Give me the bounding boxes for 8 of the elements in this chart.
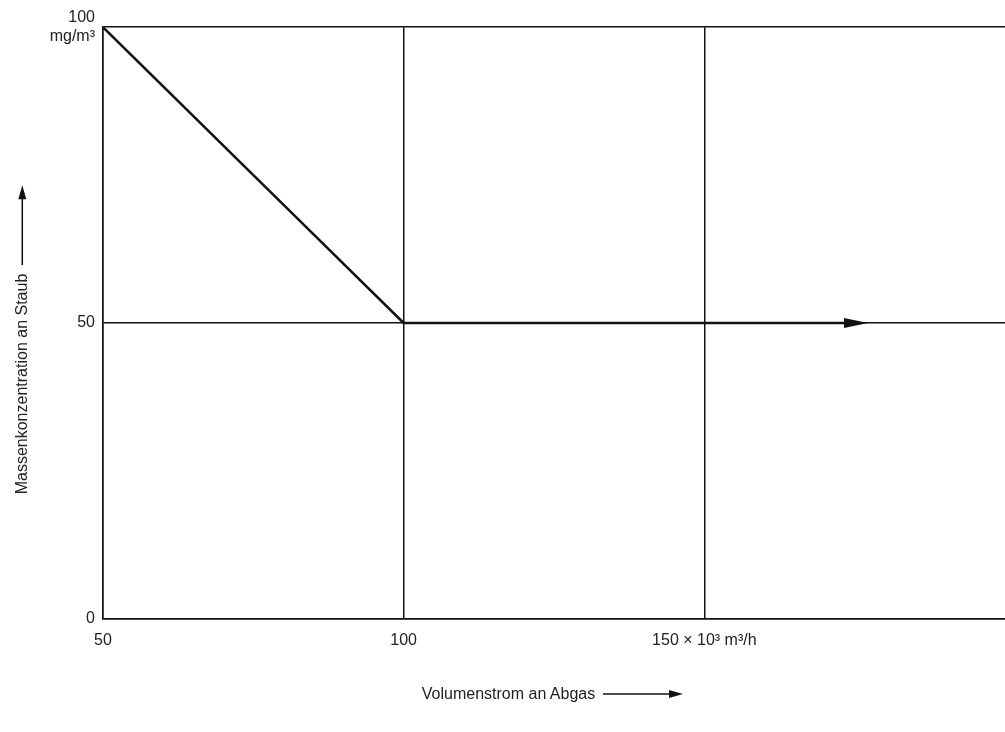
- y-axis-title: Massenkonzentration an Staub: [12, 273, 31, 495]
- x-axis-title: Volumenstrom an Abgas: [421, 685, 596, 703]
- y-tick-label: 0: [86, 609, 96, 627]
- x-tick-label: 100: [390, 630, 418, 648]
- x-tick-label: 50: [94, 630, 112, 648]
- y-tick-label: 50: [77, 313, 96, 331]
- y-tick-label: 100 mg/m³: [49, 8, 96, 45]
- x-tick-label: 150 × 10³ m³/h: [652, 630, 757, 648]
